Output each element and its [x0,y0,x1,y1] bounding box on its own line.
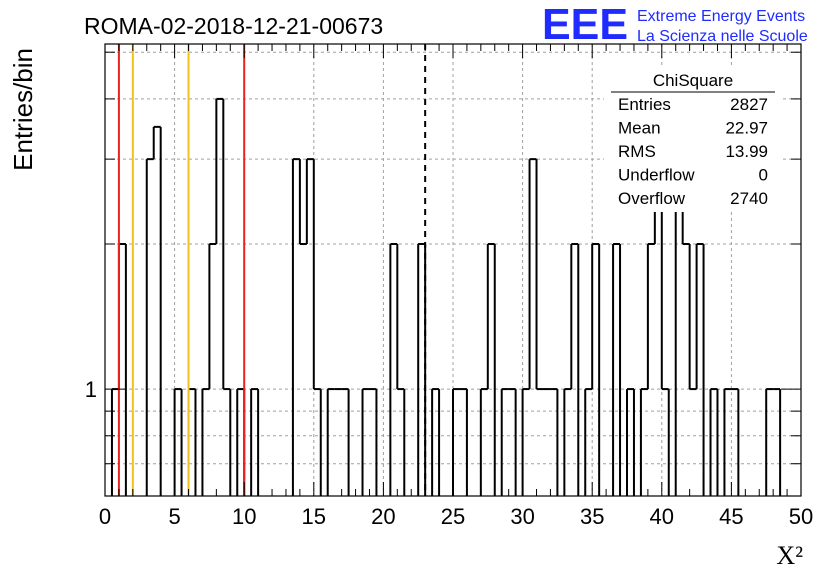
eee-logo: EEE Extreme Energy Events La Scienza nel… [542,0,808,49]
stats-row-value: 0 [759,166,768,185]
stats-row-value: 22.97 [725,119,768,138]
x-tick-label: 45 [719,504,743,529]
stats-box-title: ChiSquare [653,71,733,90]
stats-row-label: Overflow [618,189,686,208]
x-tick-label: 50 [789,504,813,529]
stats-box-rows: Entries 2827 Mean 22.97 RMS 13.99 Underflow 0 Ov… [618,95,768,208]
stats-row-label: Entries [618,95,671,114]
stats-row-label: RMS [618,142,656,161]
stats-row-value: 2740 [730,189,768,208]
stats-box: ChiSquare Entries 2827 Mean 22.97 RMS 13.99 Un… [604,66,780,212]
x-tick-label: 10 [232,504,256,529]
x-tick-label: 40 [650,504,674,529]
stats-row-value: 2827 [730,95,768,114]
histogram-layer [110,97,782,496]
stats-row-label: Mean [618,119,661,138]
logo-line-1: Extreme Energy Events [637,8,805,25]
tick-layer [104,44,802,496]
tick-label-layer: 0 5 10 15 20 25 30 35 40 45 50 1 [85,377,813,529]
x-tick-label: 15 [302,504,326,529]
x-tick-label: 35 [580,504,604,529]
y-axis-label: Entries/bin [8,48,38,171]
x-tick-label: 20 [371,504,395,529]
stats-row-value: 13.99 [725,142,768,161]
run-title: ROMA-02-2018-12-21-00673 [84,13,383,39]
y-tick-label: 1 [85,377,97,402]
logo-mark: EEE [542,0,628,49]
x-tick-label: 5 [168,504,180,529]
x-tick-label: 25 [441,504,465,529]
x-tick-label: 30 [510,504,534,529]
x-axis-label: X² [776,541,803,570]
stats-row-label: Underflow [618,166,695,185]
logo-line-2: La Scienza nelle Scuole [637,28,808,45]
stats-box-background [604,66,780,212]
x-tick-label: 0 [99,504,111,529]
reference-lines-layer [117,44,427,496]
